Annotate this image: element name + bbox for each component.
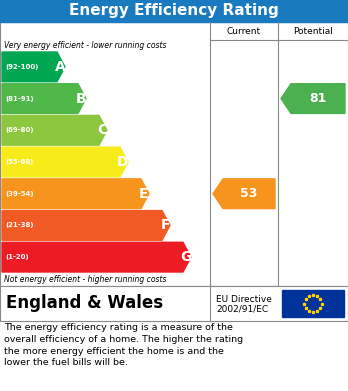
Polygon shape (2, 147, 128, 177)
Text: (39-54): (39-54) (5, 191, 34, 197)
Text: (1-20): (1-20) (5, 254, 29, 260)
Polygon shape (2, 211, 170, 240)
Polygon shape (2, 52, 65, 82)
Polygon shape (2, 242, 191, 272)
Text: (81-91): (81-91) (5, 95, 34, 102)
Text: Energy Efficiency Rating: Energy Efficiency Rating (69, 4, 279, 18)
Polygon shape (2, 115, 107, 145)
Polygon shape (2, 84, 86, 113)
Bar (0, 22, 348, 286)
Text: A: A (55, 60, 65, 74)
Text: 53: 53 (240, 187, 258, 200)
Text: (92-100): (92-100) (5, 64, 38, 70)
Bar (0, 0, 348, 22)
Text: C: C (97, 123, 107, 137)
Bar (282, 290, 344, 317)
Text: D: D (117, 155, 129, 169)
Polygon shape (213, 179, 275, 208)
Polygon shape (2, 179, 149, 208)
Text: 81: 81 (309, 92, 327, 105)
Text: (55-68): (55-68) (5, 159, 33, 165)
Text: The energy efficiency rating is a measure of the
overall efficiency of a home. T: The energy efficiency rating is a measur… (4, 323, 243, 368)
Text: Potential: Potential (293, 27, 333, 36)
Text: Very energy efficient - lower running costs: Very energy efficient - lower running co… (4, 41, 166, 50)
Text: (21-38): (21-38) (5, 222, 33, 228)
Text: (69-80): (69-80) (5, 127, 33, 133)
Text: Current: Current (227, 27, 261, 36)
Text: F: F (160, 219, 170, 232)
Text: G: G (180, 250, 192, 264)
Text: E: E (139, 187, 149, 201)
Text: Not energy efficient - higher running costs: Not energy efficient - higher running co… (4, 276, 166, 285)
Text: 2002/91/EC: 2002/91/EC (216, 304, 268, 313)
Bar (0, 286, 348, 321)
Text: England & Wales: England & Wales (6, 294, 163, 312)
Polygon shape (281, 84, 345, 113)
Text: B: B (76, 91, 86, 106)
Text: EU Directive: EU Directive (216, 295, 272, 304)
